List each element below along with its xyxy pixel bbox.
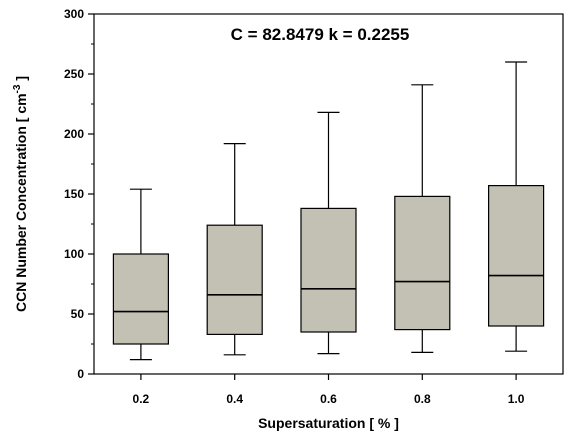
iqr-box	[300, 207, 357, 333]
y-axis-label: CCN Number Concentration [ cm-3 ]	[12, 76, 29, 312]
plot-layer	[112, 61, 545, 361]
y-axis-label-prefix: CCN Number Concentration [ cm	[13, 93, 29, 312]
box-1.0	[488, 61, 545, 352]
y-axis-label-superscript: -3	[12, 84, 23, 93]
y-tick-label: 300	[64, 7, 84, 21]
x-tick-label: 0.4	[226, 392, 243, 406]
y-axis-ticks: 0 50 100 150 200 250 300	[64, 7, 94, 381]
iqr-box	[488, 185, 545, 327]
x-tick-label: 0.2	[133, 392, 150, 406]
x-tick-label: 1.0	[508, 392, 525, 406]
iqr-box	[206, 224, 263, 335]
x-tick-label: 0.8	[414, 392, 431, 406]
y-tick-label: 0	[77, 367, 84, 381]
y-tick-label: 150	[64, 187, 84, 201]
y-tick-label: 50	[71, 307, 85, 321]
box-0.2	[112, 188, 170, 361]
box-0.4	[206, 143, 263, 356]
y-tick-label: 250	[64, 67, 84, 81]
y-axis-label-suffix: ]	[13, 76, 29, 85]
y-tick-label: 200	[64, 127, 84, 141]
fit-parameters-annotation: C = 82.8479 k = 0.2255	[231, 25, 410, 44]
y-tick-label: 100	[64, 247, 84, 261]
box-0.8	[394, 84, 451, 353]
iqr-box	[112, 253, 170, 345]
iqr-box	[394, 195, 451, 331]
x-tick-label: 0.6	[320, 392, 337, 406]
x-axis-label: Supersaturation [ % ]	[258, 415, 399, 431]
box-0.6	[300, 111, 357, 355]
x-axis-ticks: 0.2 0.4 0.6 0.8 1.0	[133, 374, 525, 406]
